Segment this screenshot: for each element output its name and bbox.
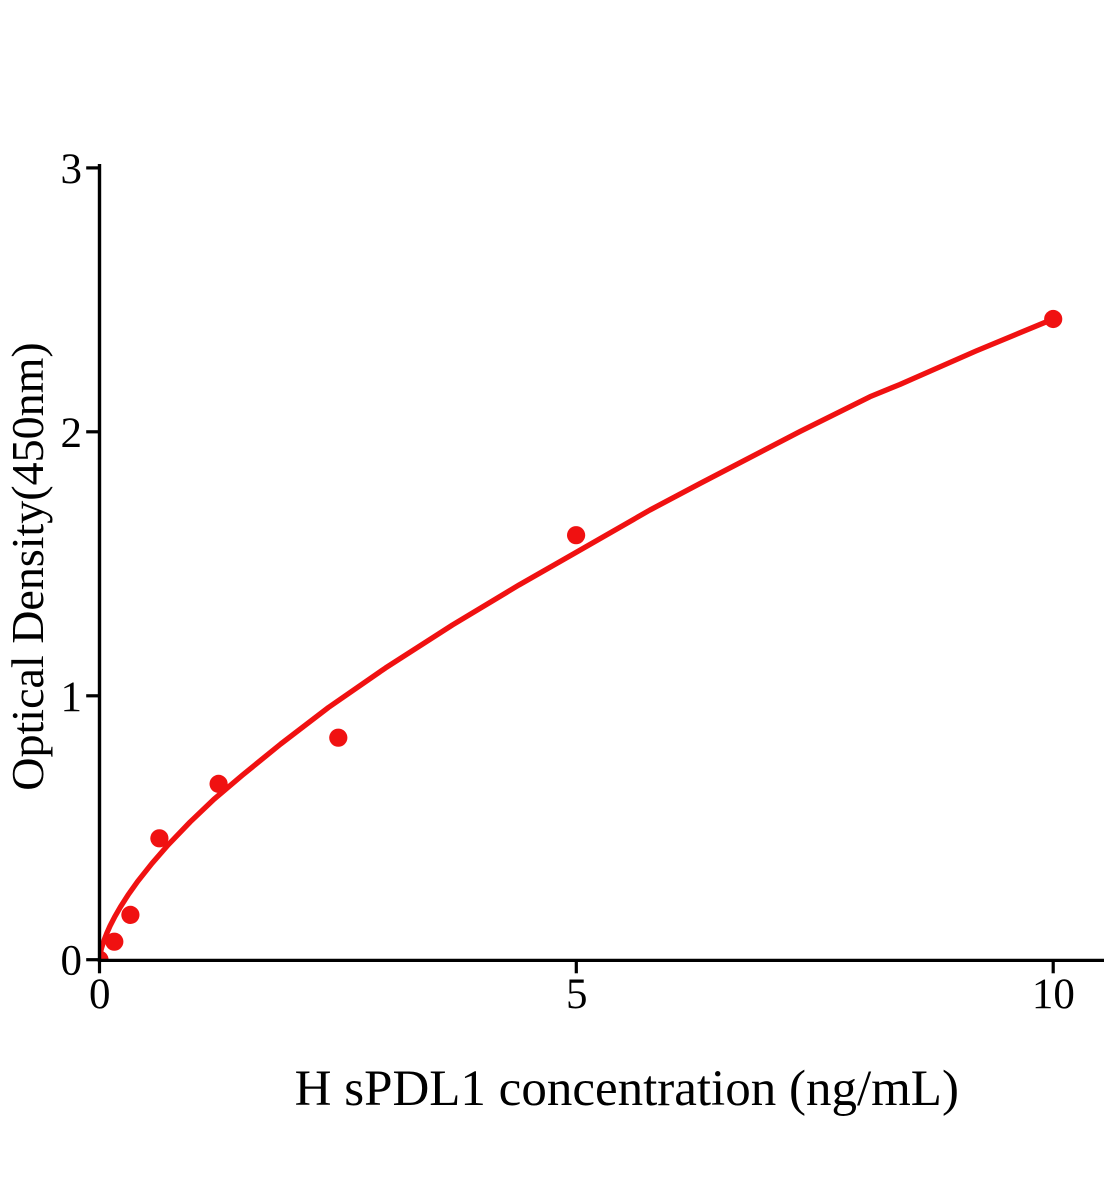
svg-text:0: 0 — [89, 971, 111, 1018]
svg-text:5: 5 — [566, 971, 588, 1018]
svg-text:3: 3 — [61, 146, 83, 193]
svg-text:10: 10 — [1032, 971, 1075, 1018]
svg-text:2: 2 — [61, 410, 83, 457]
svg-text:H sPDL1 concentration (ng/mL): H sPDL1 concentration (ng/mL) — [295, 1061, 959, 1117]
svg-text:Optical Density(450nm): Optical Density(450nm) — [2, 342, 53, 790]
svg-text:1: 1 — [61, 674, 83, 721]
svg-text:0: 0 — [61, 938, 83, 985]
